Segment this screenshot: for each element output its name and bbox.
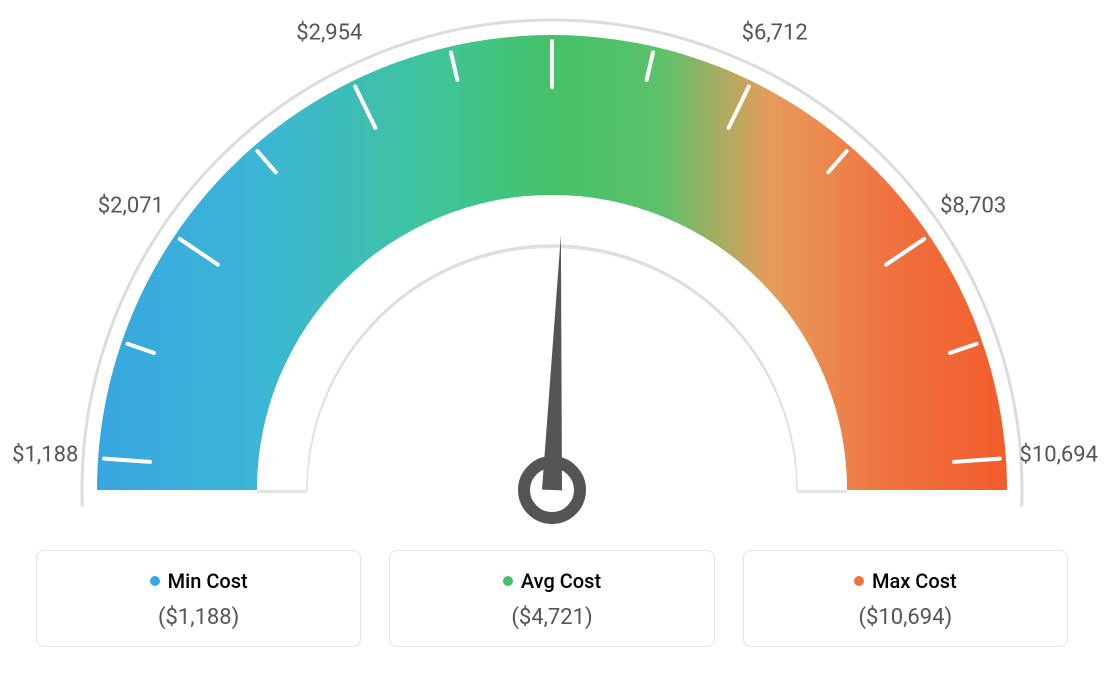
dot-min	[150, 576, 160, 586]
legend-label-min: Min Cost	[150, 569, 248, 593]
legend-card-min: Min Cost ($1,188)	[36, 550, 361, 647]
gauge-svg	[0, 0, 1104, 560]
legend-text-avg: Avg Cost	[521, 569, 601, 593]
legend-card-avg: Avg Cost ($4,721)	[389, 550, 714, 647]
gauge-chart: $1,188$2,071$2,954$4,721$6,712$8,703$10,…	[0, 0, 1104, 560]
gauge-tick-label: $8,703	[940, 193, 1006, 218]
gauge-tick-label: $2,071	[98, 193, 164, 218]
legend-label-max: Max Cost	[854, 569, 957, 593]
dot-avg	[503, 576, 513, 586]
legend-row: Min Cost ($1,188) Avg Cost ($4,721) Max …	[0, 550, 1104, 647]
legend-label-avg: Avg Cost	[503, 569, 601, 593]
legend-text-min: Min Cost	[168, 569, 248, 593]
legend-text-max: Max Cost	[872, 569, 957, 593]
gauge-tick-label: $6,712	[742, 21, 808, 46]
legend-value-max: ($10,694)	[754, 605, 1057, 630]
gauge-tick-label: $2,954	[296, 21, 362, 46]
gauge-tick-label: $1,188	[12, 442, 78, 467]
dot-max	[854, 576, 864, 586]
legend-card-max: Max Cost ($10,694)	[743, 550, 1068, 647]
legend-value-avg: ($4,721)	[400, 605, 703, 630]
gauge-tick-label: $10,694	[1019, 442, 1098, 467]
legend-value-min: ($1,188)	[47, 605, 350, 630]
